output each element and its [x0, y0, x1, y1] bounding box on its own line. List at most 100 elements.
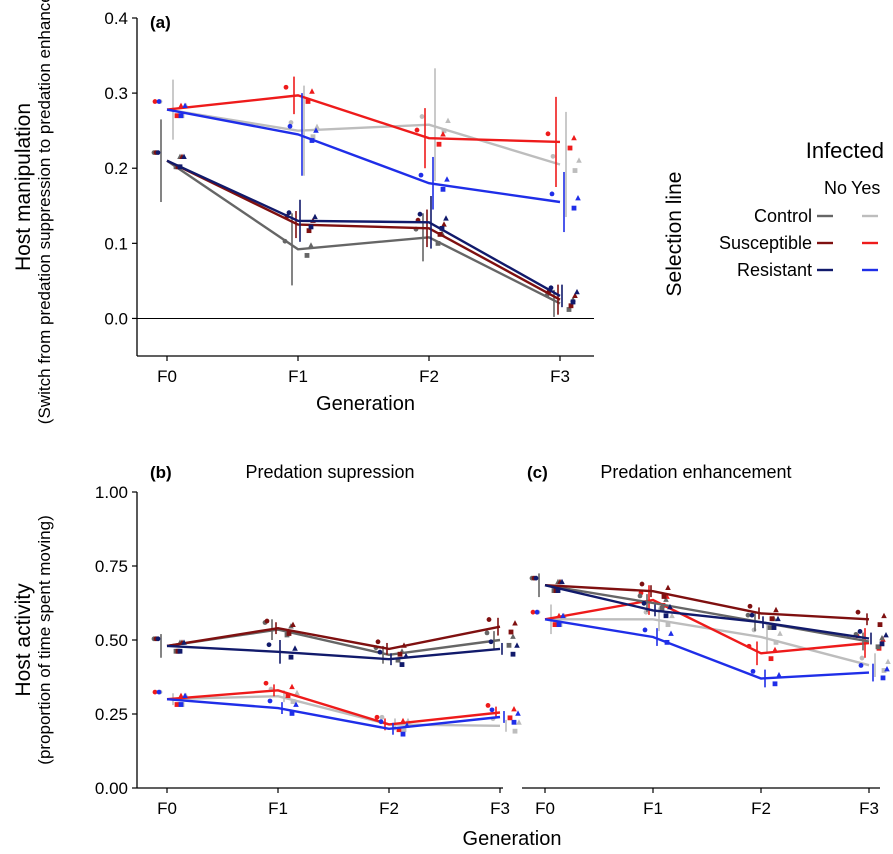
series-line [544, 584, 870, 643]
y-tick-label: 0.3 [104, 84, 128, 103]
data-point [182, 692, 188, 699]
data-point [877, 622, 883, 628]
series-line [544, 598, 870, 655]
series-line [166, 159, 561, 301]
y-tick-label: 0.4 [104, 9, 128, 28]
data-point [288, 654, 294, 660]
data-point [399, 662, 405, 667]
data-point [668, 630, 674, 636]
data-point [664, 639, 670, 645]
data-point [285, 693, 291, 699]
data-point [550, 153, 556, 159]
data-point [534, 609, 540, 615]
y-tick-label: 0.00 [95, 779, 128, 798]
series-susceptible_no [153, 150, 578, 315]
data-point [486, 617, 492, 622]
data-point [156, 689, 162, 695]
data-point [419, 114, 425, 119]
data-point [290, 621, 296, 628]
bottom-x-axis-label: Generation [463, 828, 562, 850]
x-tick-label: F3 [859, 799, 879, 818]
data-point [777, 630, 783, 636]
panel-a: 0.0 0.1 0.2 0.3 0.4 F0 F1 F2 F3 (a) Generation Host… [12, 0, 594, 424]
data-point [775, 615, 781, 622]
y-axis-sublabel: (Switch from predation suppression to pr… [35, 0, 54, 424]
data-point [377, 649, 383, 655]
data-point [507, 715, 513, 721]
panel-title: Predation enhancement [600, 462, 791, 482]
data-point [178, 692, 184, 699]
data-point [560, 612, 566, 619]
data-point [663, 613, 669, 619]
series-susceptible_yes [152, 680, 517, 733]
data-point [516, 719, 522, 725]
data-point [767, 625, 773, 630]
data-point [314, 123, 320, 130]
series-line [166, 689, 501, 726]
data-point [310, 134, 316, 140]
y-axis-label: Host activity [12, 583, 35, 697]
data-point [530, 609, 536, 615]
data-point [665, 584, 671, 591]
data-point [858, 663, 864, 668]
data-point [545, 131, 551, 137]
series-line [544, 584, 870, 621]
data-point [435, 241, 441, 246]
data-point [572, 168, 578, 173]
data-point [639, 581, 645, 587]
data-point [772, 681, 778, 687]
data-point [567, 145, 573, 151]
data-point [178, 113, 184, 119]
panel-label: (c) [527, 463, 548, 482]
data-point [444, 176, 450, 182]
x-tick-label: F2 [751, 799, 771, 818]
data-point [404, 722, 410, 728]
data-point [875, 644, 881, 650]
data-point [290, 699, 296, 704]
data-point [400, 717, 406, 724]
data-point [570, 299, 576, 305]
data-point [667, 603, 673, 610]
data-point [155, 636, 161, 642]
data-point [313, 127, 319, 133]
data-point [289, 711, 295, 716]
data-point [515, 710, 521, 716]
legend-title: Infected [806, 138, 884, 163]
data-point [288, 120, 294, 125]
data-point [549, 191, 555, 197]
data-point [152, 689, 158, 695]
y-tick-label: 0.50 [95, 631, 128, 650]
data-point [768, 656, 774, 662]
data-point [439, 225, 445, 231]
data-point [485, 703, 491, 708]
data-point [576, 157, 582, 163]
data-point [659, 605, 665, 611]
series-line [166, 694, 501, 727]
y-tick-label: 0.0 [104, 309, 128, 328]
data-point [859, 655, 865, 661]
series-resistant_yes [156, 689, 521, 737]
data-point [292, 645, 298, 651]
x-tick-label: F0 [157, 799, 177, 818]
y-axis-sublabel: (proportion of time spent moving) [35, 515, 54, 764]
data-point [282, 238, 288, 244]
data-point [773, 606, 779, 613]
data-point [182, 102, 188, 108]
data-point [568, 303, 574, 309]
data-point [289, 683, 295, 690]
data-point [574, 288, 580, 295]
y-tick-label: 1.00 [95, 483, 128, 502]
data-point [152, 99, 158, 104]
data-point [556, 622, 562, 628]
legend-col-yes: Yes [851, 178, 880, 198]
data-point [395, 657, 401, 663]
data-point [156, 99, 162, 104]
series-susceptible_no [531, 575, 887, 628]
data-point [181, 153, 187, 160]
series-line [166, 94, 561, 144]
data-point [441, 221, 447, 227]
data-point [286, 210, 292, 216]
series-line [166, 108, 561, 204]
data-point [879, 634, 885, 641]
